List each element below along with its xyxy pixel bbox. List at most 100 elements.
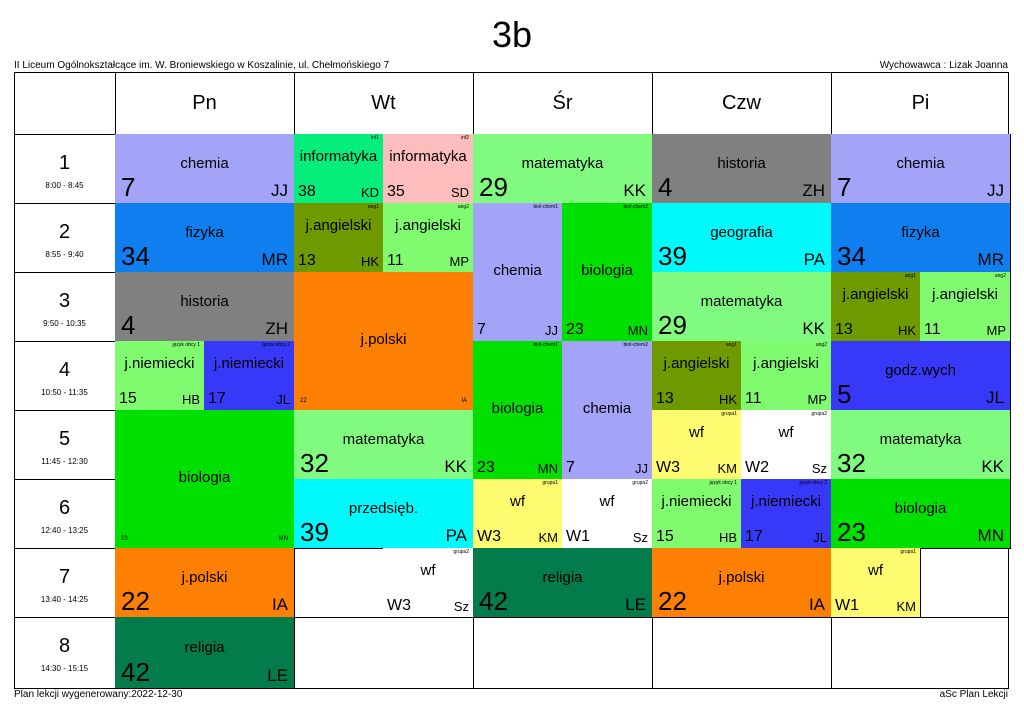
lesson-room: 29 — [479, 172, 508, 202]
lesson-cell[interactable]: wf W3 Sz grupa2 — [383, 548, 474, 618]
period-time: 8:55 - 9:40 — [45, 250, 84, 259]
lesson-subject: j.polski — [718, 568, 765, 586]
period-label: 4 10:50 - 11:35 — [14, 341, 115, 410]
lesson-teacher: HK — [718, 392, 737, 407]
lesson-teacher: IA — [808, 595, 825, 614]
lesson-subject: historia — [717, 154, 766, 172]
lesson-teacher: KM — [896, 599, 917, 614]
lesson-cell[interactable]: religia 42 LE — [473, 548, 653, 618]
lesson-cell[interactable]: historia 4 ZH — [652, 134, 832, 204]
lesson-subject: wf — [420, 562, 436, 579]
lesson-teacher: KM — [717, 461, 738, 476]
lesson-room: 15 — [119, 390, 137, 407]
lesson-room: 4 — [121, 310, 136, 340]
app-credit: aSc Plan Lekcji — [939, 689, 1008, 700]
lesson-room: 17 — [208, 390, 226, 407]
lesson-teacher: JL — [276, 392, 290, 407]
day-header: Pi — [911, 91, 930, 114]
period-number: 6 — [58, 497, 71, 519]
lesson-cell[interactable]: j.polski 22 IA — [115, 548, 295, 618]
lesson-room: W1 — [835, 597, 859, 614]
lesson-teacher: JJ — [271, 181, 288, 200]
lesson-room: 23 — [121, 536, 128, 542]
lesson-cell[interactable]: j.angielski 11 MP ang2 — [741, 341, 832, 411]
lesson-cell[interactable]: geografia 39 PA — [652, 203, 832, 273]
day-header: Czw — [722, 91, 761, 114]
lesson-room: W2 — [745, 459, 769, 476]
lesson-cell[interactable]: wf W3 KM grupa1 — [473, 479, 563, 549]
lesson-cell[interactable]: wf W3 KM grupa1 — [652, 410, 742, 480]
lesson-subject: matematyka — [700, 292, 783, 310]
lesson-room: 13 — [298, 252, 316, 269]
lesson-cell[interactable]: chemia 7 JJ — [115, 134, 295, 204]
lesson-cell[interactable]: biologia 23 MN biol-chem2 — [562, 203, 653, 342]
lesson-room: W3 — [387, 597, 411, 614]
lesson-subject: j.niemiecki — [661, 493, 732, 510]
lesson-cell[interactable]: informatyka 38 KD inf1 — [294, 134, 384, 204]
lesson-group: język obcy 2 — [262, 342, 290, 348]
lesson-group: biol-chem2 — [623, 204, 648, 210]
lesson-subject: j.angielski — [753, 355, 819, 372]
lesson-cell[interactable]: j.angielski 13 HK ang1 — [652, 341, 742, 411]
lesson-cell[interactable]: j.polski 22 IA — [294, 272, 474, 411]
lesson-cell[interactable]: wf W1 Sz grupa2 — [562, 479, 653, 549]
lesson-subject: fizyka — [901, 223, 940, 241]
lesson-subject: j.angielski — [932, 286, 998, 303]
lesson-cell[interactable]: matematyka 32 KK — [294, 410, 474, 480]
lesson-cell[interactable]: j.angielski 13 HK ang1 — [831, 272, 921, 342]
lesson-cell[interactable]: fizyka 34 MR — [115, 203, 295, 273]
period-label: 6 12:40 - 13:25 — [14, 479, 115, 548]
lesson-cell[interactable]: biologia 23 MN — [115, 410, 295, 549]
lesson-teacher: MR — [977, 250, 1004, 269]
lesson-cell[interactable]: religia 42 LE — [115, 617, 295, 689]
lesson-subject: historia — [180, 292, 229, 310]
lesson-teacher: MP — [449, 254, 470, 269]
lesson-teacher: MN — [627, 323, 648, 338]
lesson-cell[interactable]: j.angielski 13 HK ang1 — [294, 203, 384, 273]
lesson-room: 11 — [924, 321, 941, 338]
lesson-cell[interactable]: j.niemiecki 17 JL język obcy 2 — [741, 479, 832, 549]
class-title: 3b — [491, 14, 533, 55]
lesson-cell[interactable]: chemia 7 JJ biol-chem1 — [473, 203, 563, 342]
lesson-teacher: PA — [445, 526, 467, 545]
lesson-teacher: KK — [802, 319, 825, 338]
lesson-room: 15 — [656, 528, 674, 545]
lesson-cell[interactable]: j.niemiecki 17 JL język obcy 2 — [204, 341, 295, 411]
lesson-subject: j.niemiecki — [750, 493, 822, 510]
period-label: 7 13:40 - 14:25 — [14, 548, 115, 617]
lesson-cell[interactable]: fizyka 34 MR — [831, 203, 1011, 273]
lesson-teacher: LE — [267, 666, 288, 685]
period-time: 8:00 - 8:45 — [45, 181, 84, 190]
period-number: 4 — [58, 359, 71, 381]
lesson-group: ang1 — [367, 204, 379, 210]
lesson-cell[interactable]: j.angielski 11 MP ang2 — [383, 203, 474, 273]
lesson-cell[interactable]: godz.wych 5 JL — [831, 341, 1011, 411]
lesson-cell[interactable]: matematyka 29 KK — [473, 134, 653, 204]
lesson-teacher: ZH — [802, 181, 825, 200]
lesson-cell[interactable]: j.angielski 11 MP ang2 — [920, 272, 1011, 342]
lesson-room: 7 — [477, 321, 486, 338]
lesson-cell[interactable]: matematyka 29 KK — [652, 272, 832, 342]
lesson-group: biol-chem1 — [533, 204, 558, 210]
lesson-room: 38 — [298, 183, 316, 200]
lesson-group: język obcy 1 — [172, 342, 200, 348]
lesson-cell[interactable]: chemia 7 JJ — [831, 134, 1011, 204]
lesson-cell[interactable]: biologia 23 MN biol-chem1 — [473, 341, 563, 480]
lesson-cell[interactable]: j.niemiecki 15 HB język obcy 1 — [115, 341, 205, 411]
lesson-cell[interactable]: j.polski 22 IA — [652, 548, 832, 618]
lesson-cell[interactable]: j.niemiecki 15 HB język obcy 1 — [652, 479, 742, 549]
lesson-subject: informatyka — [299, 148, 378, 165]
lesson-cell[interactable]: wf W2 Sz grupa2 — [741, 410, 832, 480]
period-time: 10:50 - 11:35 — [41, 388, 88, 397]
lesson-cell[interactable]: historia 4 ZH — [115, 272, 295, 342]
lesson-cell[interactable]: informatyka 35 SD inf2 — [383, 134, 474, 204]
period-number: 7 — [58, 566, 71, 588]
lesson-cell[interactable]: matematyka 32 KK — [831, 410, 1011, 480]
lesson-cell[interactable]: biologia 23 MN — [831, 479, 1011, 549]
lesson-group: ang2 — [457, 204, 469, 210]
lesson-subject: j.polski — [181, 568, 228, 586]
lesson-cell[interactable]: wf W1 KM grupa1 — [831, 548, 921, 618]
lesson-subject: chemia — [582, 400, 632, 417]
lesson-cell[interactable]: chemia 7 JJ biol-chem2 — [562, 341, 653, 480]
lesson-cell[interactable]: przedsięb. 39 PA — [294, 479, 474, 549]
